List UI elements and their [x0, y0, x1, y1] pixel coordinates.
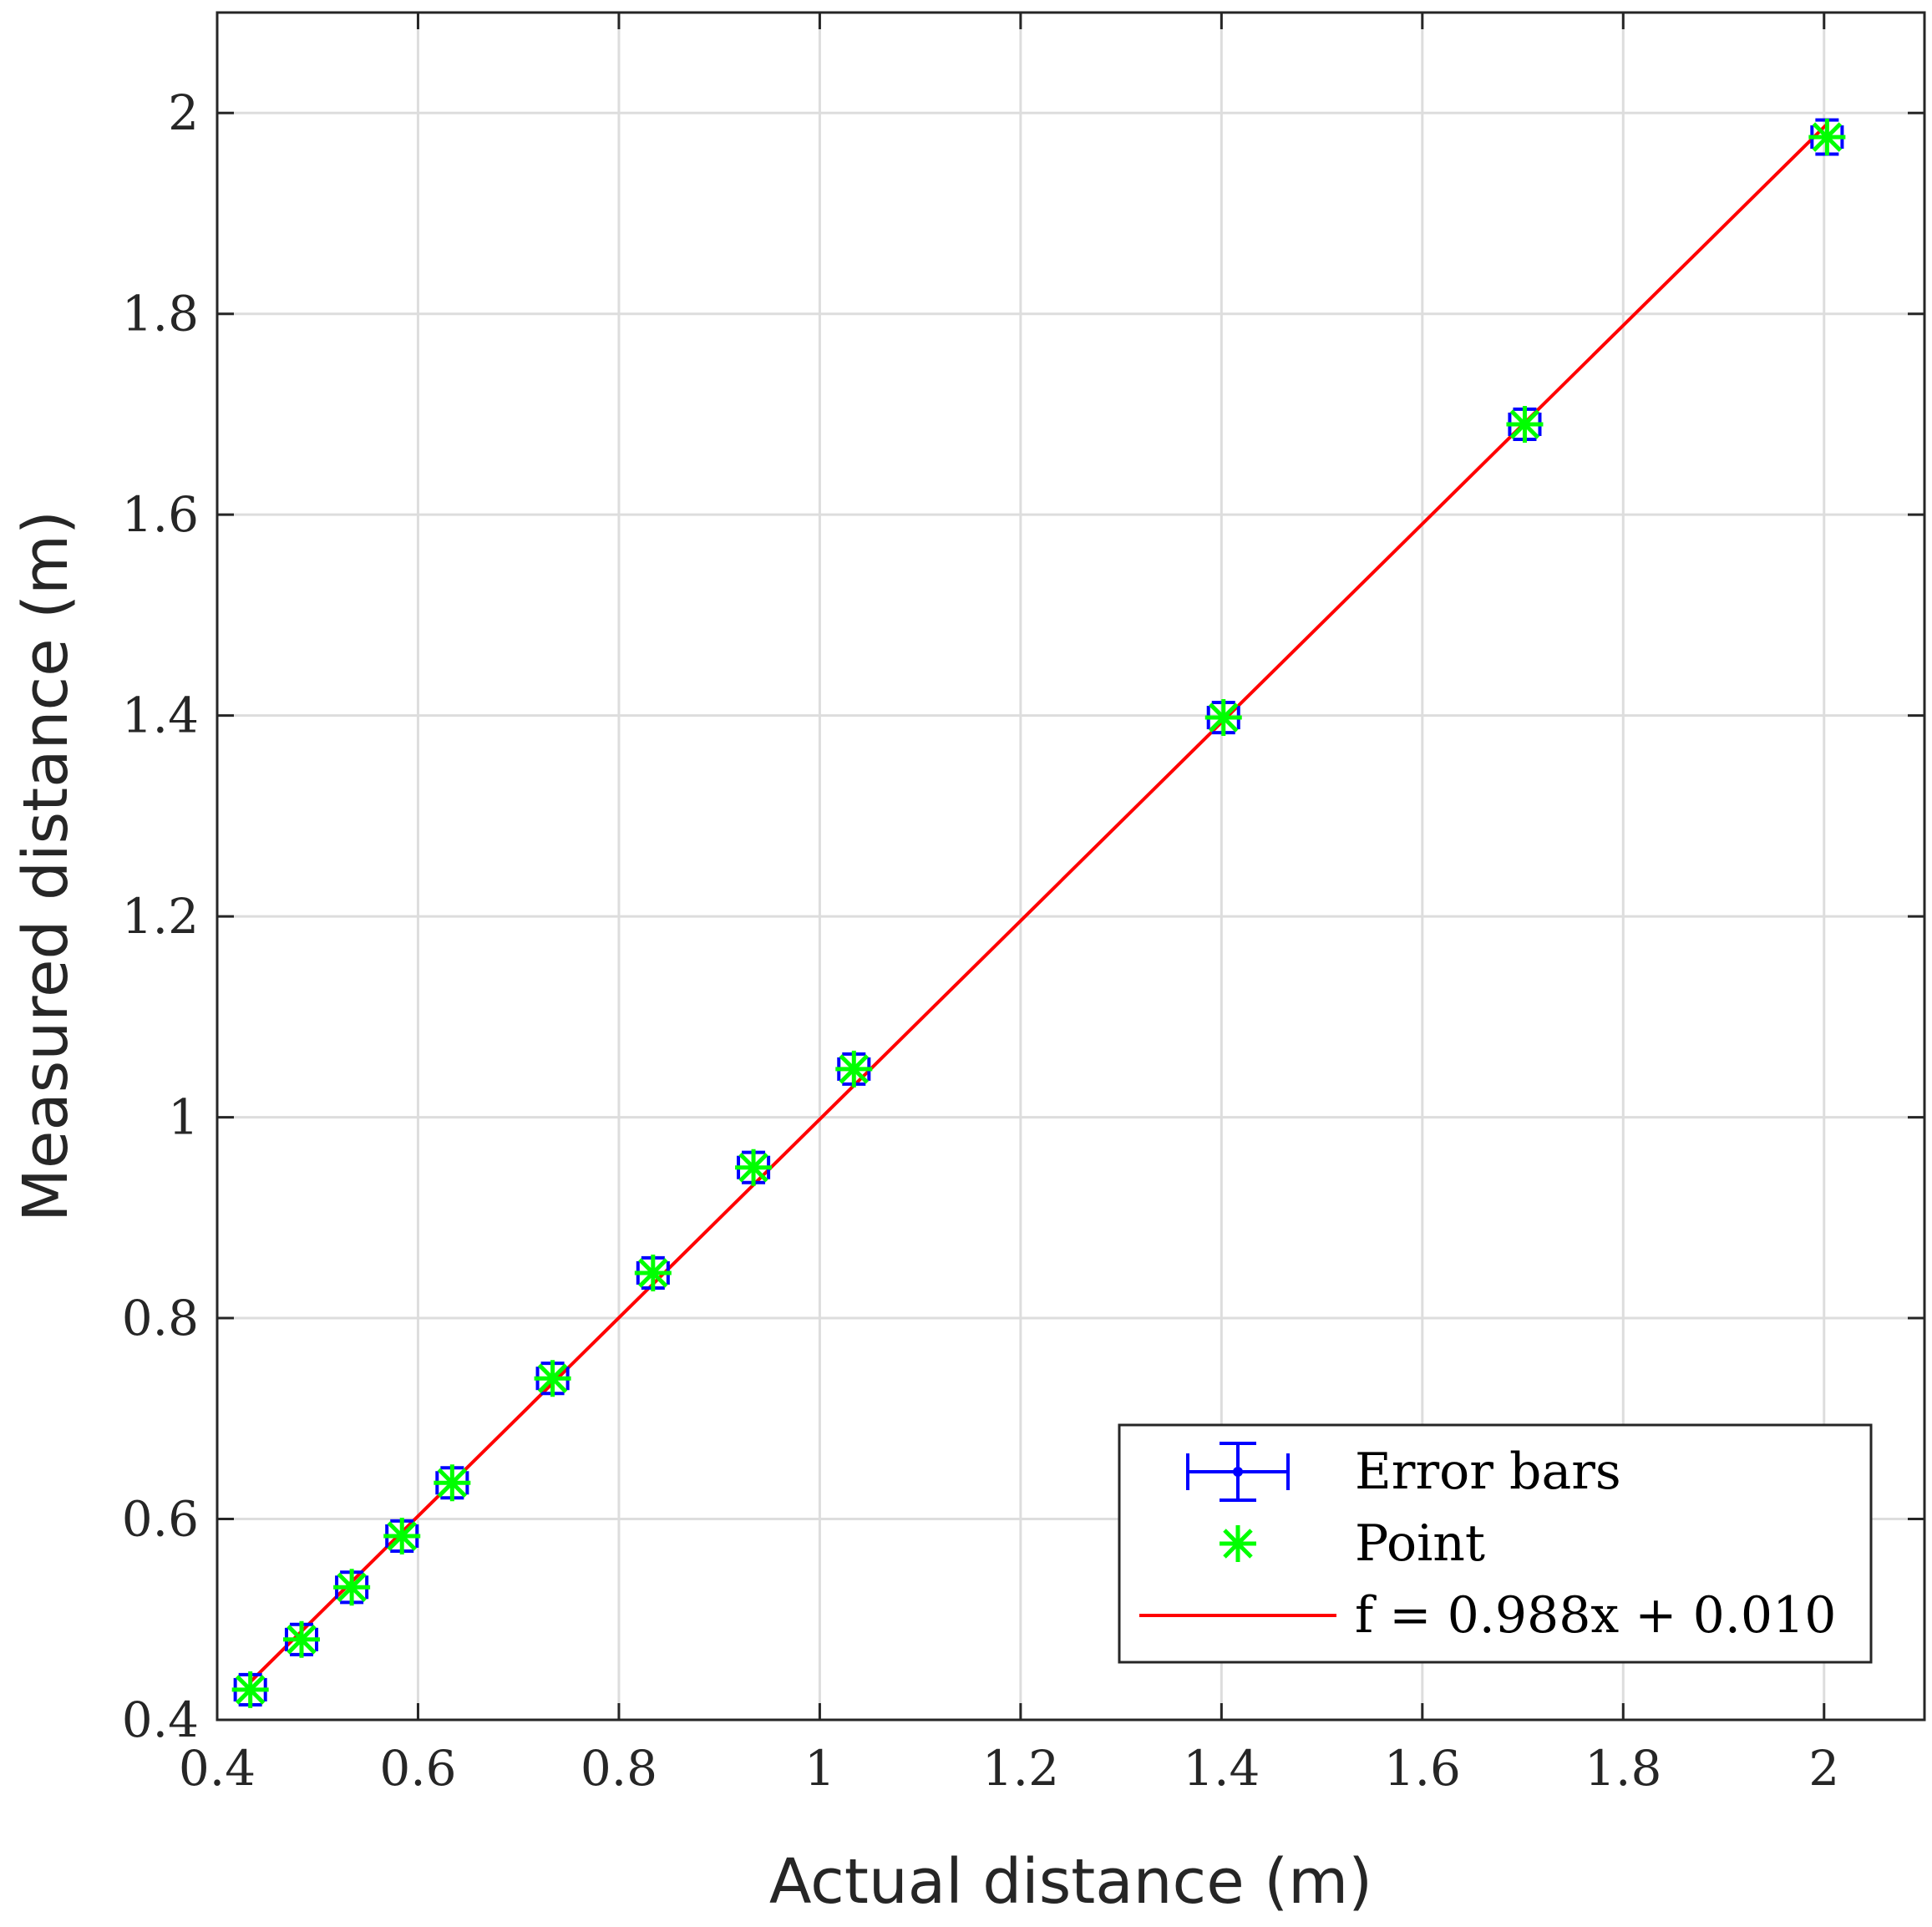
data-point	[835, 1050, 873, 1088]
legend-label-error-bars: Error bars	[1355, 1443, 1621, 1501]
y-tick-label: 0.8	[122, 1290, 199, 1346]
x-tick-label: 2	[1808, 1740, 1839, 1797]
data-point	[1204, 699, 1242, 737]
x-tick-label: 0.4	[179, 1740, 256, 1797]
data-point	[735, 1149, 773, 1186]
data-point	[634, 1254, 672, 1291]
legend-label-fit: f = 0.988x + 0.010	[1355, 1586, 1836, 1645]
x-tick-label: 1.6	[1384, 1740, 1461, 1797]
x-tick-label: 1	[804, 1740, 835, 1797]
fit-line-group	[249, 123, 1828, 1683]
data-point	[333, 1569, 371, 1606]
points-group	[231, 119, 1846, 1708]
legend-errorbar-icon	[1186, 1442, 1290, 1502]
legend: Error bars Point f = 0.988x + 0.010	[1118, 1423, 1873, 1664]
x-tick-label: 1.4	[1183, 1740, 1260, 1797]
data-point	[282, 1620, 320, 1658]
x-tick-label: 1.8	[1585, 1740, 1661, 1797]
data-point	[231, 1671, 269, 1708]
x-tick-label: 1.2	[982, 1740, 1059, 1797]
y-tick-label: 1	[168, 1089, 199, 1146]
data-point	[383, 1517, 421, 1554]
data-point	[1506, 405, 1544, 443]
plot-frame	[216, 11, 1926, 1722]
fit-line	[249, 123, 1828, 1683]
x-tick-label: 0.6	[379, 1740, 456, 1797]
y-axis-label: Measured distance (m)	[10, 510, 82, 1222]
legend-label-point: Point	[1355, 1514, 1485, 1573]
y-tick-label: 0.4	[122, 1691, 199, 1748]
data-point	[534, 1360, 571, 1397]
legend-point-icon	[1220, 1525, 1256, 1562]
y-tick-label: 1.2	[122, 888, 199, 945]
y-tick-label: 1.8	[122, 286, 199, 342]
y-tick-label: 1.6	[122, 486, 199, 543]
y-tick-label: 0.6	[122, 1491, 199, 1548]
y-tick-label: 2	[168, 84, 199, 141]
x-axis-label: Actual distance (m)	[769, 1846, 1372, 1918]
y-tick-label: 1.4	[122, 687, 199, 744]
data-point	[434, 1464, 471, 1502]
data-point	[1808, 119, 1846, 156]
ticks: 0.4 0.6 0.8 1 1.2 1.4 1.6 1.8 2 0.4 0.6 0.8 1 1.2 1.4 1…	[122, 13, 1924, 1797]
x-tick-label: 0.8	[581, 1740, 657, 1797]
